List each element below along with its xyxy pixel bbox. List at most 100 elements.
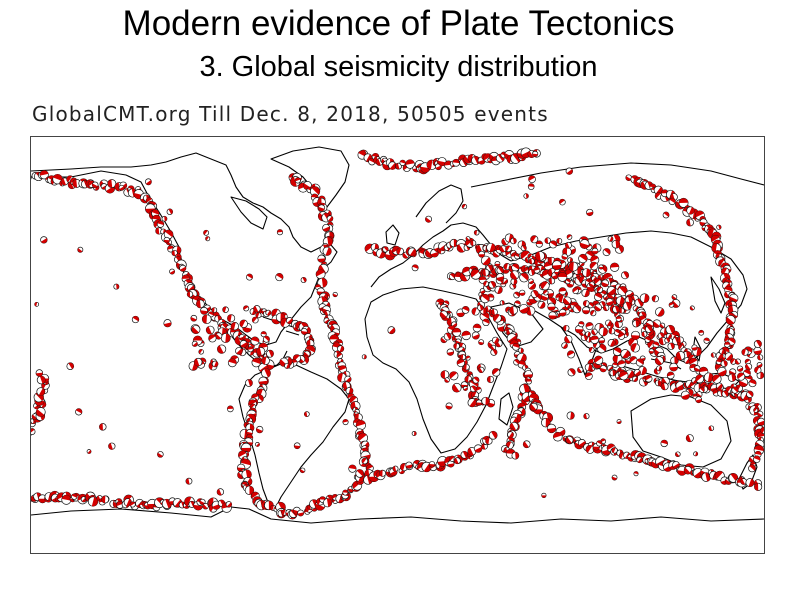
earthquake-beachball — [558, 308, 567, 317]
earthquake-beachball — [202, 503, 209, 510]
earthquake-beachball — [660, 382, 669, 391]
earthquake-beachball — [746, 390, 754, 399]
earthquake-beachball — [453, 342, 460, 350]
earthquake-beachball — [648, 348, 655, 354]
earthquake-beachball — [564, 335, 573, 344]
earthquake-beachball — [113, 283, 120, 290]
japan-coast — [710, 276, 726, 314]
earthquake-beachball — [322, 498, 333, 508]
earthquake-beachball — [284, 362, 291, 369]
earthquake-beachball — [547, 302, 556, 311]
earthquake-beachball — [86, 449, 92, 454]
earthquake-beachball — [462, 266, 472, 277]
slide-title: Modern evidence of Plate Tectonics — [122, 4, 675, 43]
earthquake-beachball — [222, 306, 229, 313]
earthquake-beachball — [625, 174, 632, 181]
earthquake-beachball — [744, 358, 751, 365]
earthquake-beachball — [483, 280, 490, 287]
earthquake-beachball — [593, 355, 604, 365]
earthquake-beachball — [599, 365, 607, 373]
earthquake-beachball — [695, 396, 703, 404]
earthquake-beachball — [459, 354, 467, 361]
earthquake-beachball — [526, 378, 532, 385]
earthquake-beachball — [396, 247, 404, 256]
earthquake-beachball — [66, 362, 75, 370]
earthquake-beachball — [163, 236, 170, 244]
earthquake-beachball — [352, 480, 363, 491]
earthquake-beachball — [671, 294, 678, 300]
earthquake-beachball — [505, 245, 512, 253]
earthquake-beachball — [492, 313, 502, 323]
earthquake-beachball — [246, 273, 253, 281]
earthquake-beachball — [488, 430, 498, 440]
earthquake-beachball — [342, 418, 349, 426]
earthquake-beachball — [721, 390, 729, 398]
earthquake-beachball — [35, 369, 44, 377]
earthquake-beachball — [253, 305, 261, 313]
earthquake-beachball — [548, 311, 557, 320]
earthquake-beachball — [754, 366, 762, 374]
earthquake-beachball — [588, 347, 595, 353]
earthquake-beachball — [581, 288, 590, 298]
earthquake-beachball — [731, 386, 739, 394]
earthquake-beachball — [676, 336, 684, 344]
earthquake-beachball — [91, 181, 99, 189]
earthquake-beachball — [300, 327, 308, 335]
earthquake-beachball — [535, 251, 545, 261]
earthquake-beachball — [75, 408, 83, 416]
earthquake-beachball — [447, 460, 455, 468]
earthquake-beachball — [615, 296, 625, 306]
earthquake-beachball — [727, 373, 737, 382]
earthquake-beachball — [355, 469, 364, 478]
earthquake-beachball — [440, 370, 450, 379]
earthquake-beachball — [736, 365, 744, 372]
scandinavia-coast — [415, 184, 464, 224]
earthquake-beachball — [261, 356, 270, 365]
earthquake-beachball — [581, 268, 591, 278]
earthquake-beachball — [342, 489, 349, 496]
earthquake-beachball — [239, 340, 248, 348]
earthquake-beachball — [163, 229, 174, 240]
earthquake-beachball — [251, 357, 261, 368]
earthquake-beachball — [662, 211, 670, 219]
earthquake-beachball — [260, 331, 267, 338]
earthquake-beachball — [675, 351, 686, 361]
earthquake-beachball — [378, 469, 386, 477]
earthquake-beachball — [208, 334, 217, 343]
earthquake-beachball — [734, 358, 741, 365]
earthquake-beachball — [753, 455, 761, 463]
earthquake-beachball — [478, 366, 485, 374]
earthquake-beachball — [572, 304, 582, 314]
earthquake-beachball — [598, 337, 606, 344]
antarctica-coast — [31, 506, 764, 524]
earthquake-beachball — [619, 370, 629, 381]
earthquake-beachball — [473, 229, 480, 236]
earthquake-beachball — [517, 347, 524, 354]
earthquake-beachball — [528, 268, 536, 276]
earthquake-beachball — [205, 236, 211, 242]
earthquake-beachball — [326, 215, 334, 222]
earthquake-beachball — [480, 293, 490, 304]
earthquake-beachball — [593, 292, 603, 302]
earthquake-beachball — [745, 363, 753, 371]
earthquake-beachball — [745, 478, 755, 487]
earthquake-beachball — [193, 500, 204, 511]
earthquake-beachball — [607, 338, 616, 347]
earthquake-beachball — [239, 319, 248, 329]
earthquake-beachball — [247, 346, 254, 353]
earthquake-beachball — [382, 246, 389, 253]
earthquake-beachball — [725, 315, 736, 325]
earthquake-beachball — [740, 478, 747, 485]
earthquake-beachball — [166, 208, 174, 215]
earthquake-beachball — [565, 278, 571, 285]
earthquake-beachball — [482, 318, 490, 327]
earthquake-beachball — [757, 410, 764, 418]
earthquake-beachball — [542, 289, 549, 296]
earthquake-beachball — [577, 366, 584, 374]
earthquake-beachball — [617, 360, 626, 369]
earthquake-beachball — [756, 362, 763, 368]
earthquake-events — [31, 147, 764, 520]
earthquake-beachball — [361, 457, 369, 465]
earthquake-beachball — [553, 431, 563, 442]
earthquake-beachball — [606, 286, 617, 296]
